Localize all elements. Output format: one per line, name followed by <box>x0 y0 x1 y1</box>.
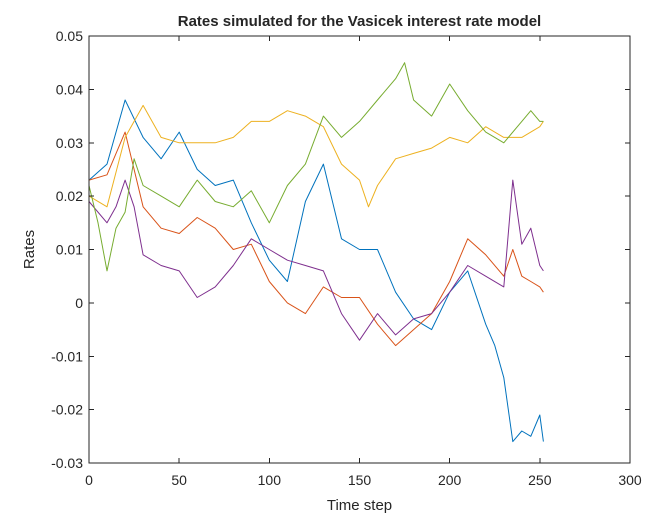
series-line-1 <box>88 99 544 443</box>
x-tick-label: 200 <box>438 472 462 488</box>
x-tick-label: 0 <box>85 472 93 488</box>
x-tick-label: 300 <box>618 472 642 488</box>
x-ticks: 0 50 100 150 200 250 300 <box>85 36 642 488</box>
plot-area: 0 50 100 150 200 250 300 -0.03-0.02-0.0100.010… <box>51 28 642 488</box>
chart-title: Rates simulated for the Vasicek interest… <box>178 13 541 30</box>
y-tick-label: 0.05 <box>56 28 83 44</box>
y-tick-label: -0.03 <box>51 455 83 471</box>
series-line-2 <box>88 131 544 347</box>
x-tick-label: 50 <box>171 472 187 488</box>
y-tick-label: -0.02 <box>51 402 83 418</box>
y-ticks: -0.03 -0.02 -0.01 0 0.01 0.02 0.03 0.04 0.05 <box>51 28 630 471</box>
series-line-4 <box>88 179 544 341</box>
y-tick-label: 0.04 <box>56 81 83 97</box>
y-tick-label: 0.01 <box>56 242 83 258</box>
y-tick-label: 0.02 <box>56 188 83 204</box>
series-layer <box>88 62 544 443</box>
x-tick-label: 250 <box>528 472 552 488</box>
series-line-5 <box>88 62 544 272</box>
x-tick-label: 100 <box>258 472 282 488</box>
series-line-3 <box>88 104 544 208</box>
y-tick-label: -0.01 <box>51 348 83 364</box>
y-tick-label: 0 <box>75 295 83 311</box>
y-tick-label: 0.03 <box>56 135 83 151</box>
x-tick-label: 150 <box>348 472 372 488</box>
y-axis-label: Rates <box>21 230 38 269</box>
x-axis-label: Time step <box>327 497 392 514</box>
